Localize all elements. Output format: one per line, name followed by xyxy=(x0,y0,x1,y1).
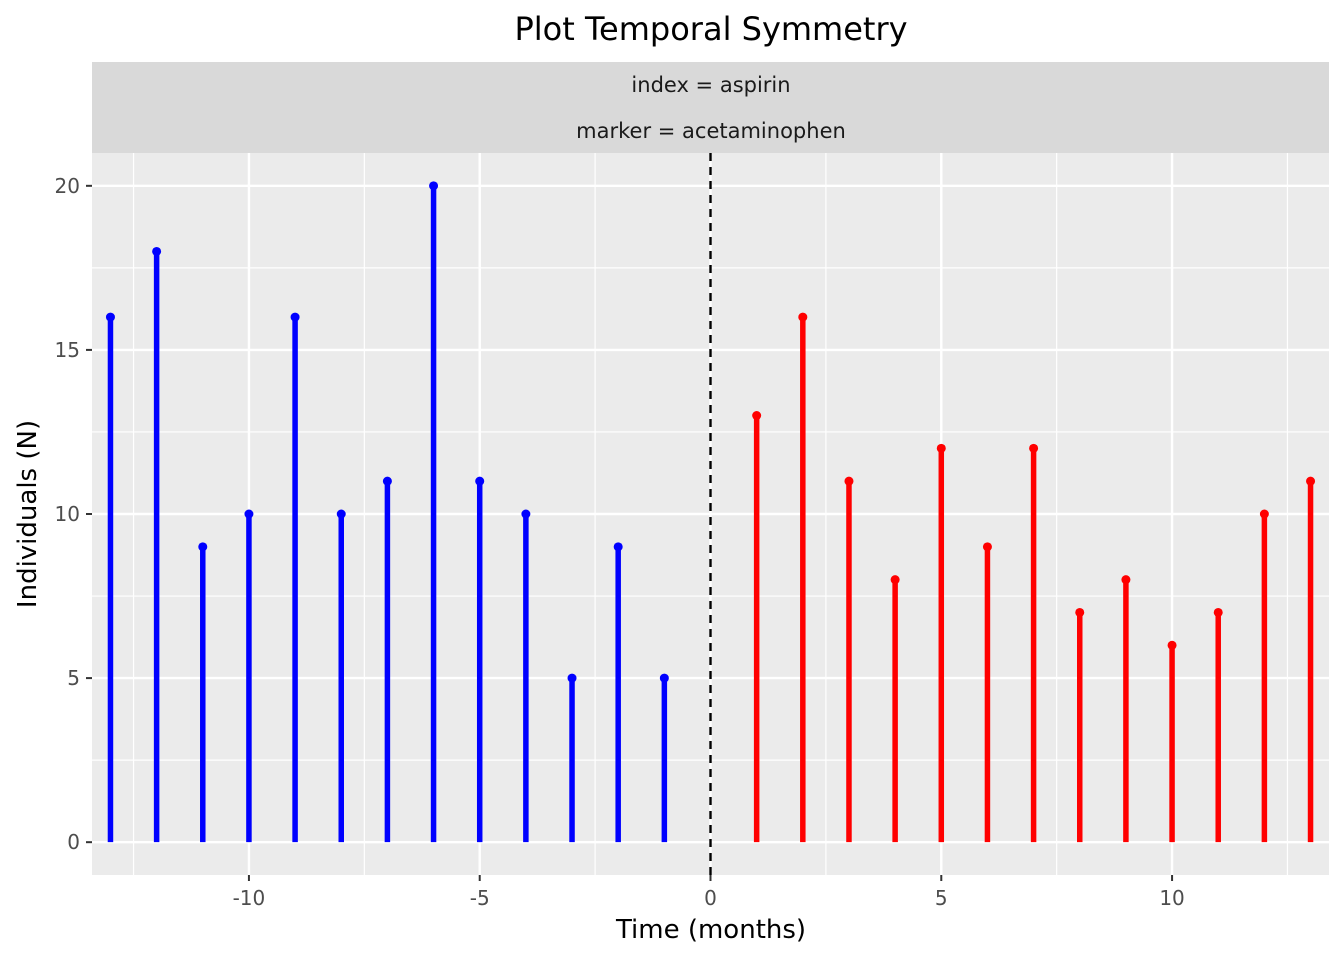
y-tick-label: 5 xyxy=(67,666,80,690)
stem-point xyxy=(1259,509,1269,519)
stem-point xyxy=(198,542,208,552)
x-tick-label: 10 xyxy=(1159,886,1184,910)
stem-point xyxy=(1213,607,1223,617)
y-tick-label: 10 xyxy=(55,502,80,526)
stem-point xyxy=(152,246,162,256)
stem-point xyxy=(1029,443,1039,453)
stem-point xyxy=(429,181,439,191)
stem-point xyxy=(659,673,669,683)
x-tick-label: -10 xyxy=(233,886,266,910)
x-axis-title: Time (months) xyxy=(615,915,806,945)
facet-strip xyxy=(92,62,1329,153)
stem-point xyxy=(1306,476,1316,486)
stem-point xyxy=(890,575,900,585)
axes: -10 -5 0 5 10 0 5 10 15 20 xyxy=(55,174,1185,910)
x-tick-label: -5 xyxy=(470,886,490,910)
chart-title: Plot Temporal Symmetry xyxy=(514,10,907,48)
chart-marks xyxy=(105,181,1316,843)
stem-point xyxy=(613,542,623,552)
facet-label-marker: marker = acetaminophen xyxy=(576,119,846,143)
y-tick-label: 15 xyxy=(55,338,80,362)
stem-point xyxy=(752,411,762,421)
y-tick-label: 20 xyxy=(55,174,80,198)
x-tick-label: 5 xyxy=(935,886,948,910)
stem-point xyxy=(244,509,254,519)
stem-point xyxy=(521,509,531,519)
facet-label-index: index = aspirin xyxy=(631,73,790,97)
stem-point xyxy=(475,476,485,486)
stem-point xyxy=(105,312,115,322)
stem-point xyxy=(1121,575,1131,585)
stem-point xyxy=(567,673,577,683)
stem-point xyxy=(1075,607,1085,617)
y-tick-label: 0 xyxy=(67,830,80,854)
stem-point xyxy=(798,312,808,322)
stem-point xyxy=(290,312,300,322)
x-tick-label: 0 xyxy=(704,886,717,910)
stem-point xyxy=(336,509,346,519)
stem-point xyxy=(982,542,992,552)
stem-point xyxy=(382,476,392,486)
stem-point xyxy=(844,476,854,486)
stem-point xyxy=(1167,640,1177,650)
y-axis-title: Individuals (N) xyxy=(13,420,43,608)
stem-point xyxy=(936,443,946,453)
